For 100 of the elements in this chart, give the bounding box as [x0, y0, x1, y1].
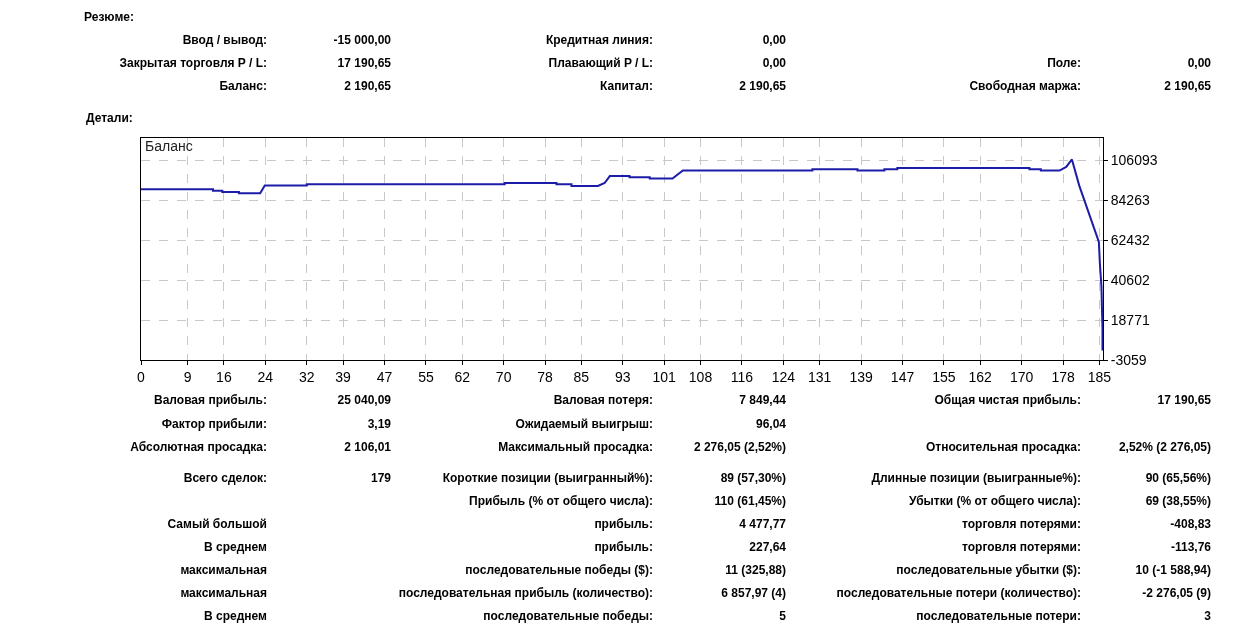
- text: Всего сделок:: [183, 471, 267, 485]
- text: торговля потерями:: [962, 517, 1081, 531]
- y-tick-label: 18771: [1110, 311, 1150, 328]
- text: -113,76: [1170, 540, 1211, 554]
- text: 3: [1204, 609, 1211, 623]
- x-tick-label: 55: [418, 368, 434, 385]
- text: Ввод / вывод:: [182, 33, 267, 47]
- text: 6 857,97 (4): [721, 586, 786, 600]
- text: Закрытая торговля P / L:: [119, 56, 267, 70]
- text: Свободная маржа:: [969, 79, 1081, 93]
- text: 10 (-1 588,94): [1135, 563, 1211, 577]
- text: Фактор прибыли:: [161, 417, 267, 431]
- text: Короткие позиции (выигранный%):: [442, 471, 653, 485]
- x-tick-label: 24: [257, 368, 274, 385]
- chart-subtitle: Детали:: [86, 111, 133, 125]
- text: последовательные потери:: [916, 609, 1081, 623]
- text: В среднем: [204, 609, 267, 623]
- x-tick-label: 47: [376, 368, 393, 385]
- text: последовательные убытки ($):: [896, 563, 1081, 577]
- text: 96,04: [755, 417, 786, 431]
- text: Ожидаемый выигрыш:: [515, 417, 653, 431]
- text: Валовая прибыль:: [154, 393, 267, 407]
- text: Валовая потеря:: [553, 393, 653, 407]
- x-tick-label: 162: [968, 368, 993, 385]
- x-tick-label: 108: [688, 368, 713, 385]
- text: Убытки (% от общего числа):: [908, 494, 1081, 508]
- y-tick-label: -3059: [1110, 351, 1147, 368]
- x-tick-label: 155: [932, 368, 956, 385]
- x-tick-label: 139: [849, 368, 873, 385]
- x-tick-label: 9: [183, 368, 192, 385]
- text: последовательная прибыль (количество):: [398, 586, 653, 600]
- text: 17 190,65: [337, 56, 391, 70]
- text: Абсолютная просадка:: [130, 440, 267, 454]
- text: 2 106,01: [344, 440, 391, 454]
- text: 2 276,05 (2,52%): [693, 440, 786, 454]
- text: Кредитная линия:: [545, 33, 653, 47]
- x-tick-label: 70: [495, 368, 512, 385]
- text: 0,00: [762, 56, 786, 70]
- text: 2 190,65: [1164, 79, 1211, 93]
- x-tick-label: 93: [614, 368, 631, 385]
- text: торговля потерями:: [962, 540, 1081, 554]
- text: Относительная просадка:: [925, 440, 1081, 454]
- text: максимальная: [180, 586, 267, 600]
- x-tick-label: 170: [1009, 368, 1034, 385]
- x-tick-label: 85: [573, 368, 590, 385]
- text: Максимальный просадка:: [498, 440, 653, 454]
- text: прибыль:: [594, 540, 653, 554]
- text: 179: [370, 471, 391, 485]
- text: Прибыль (% от общего числа):: [469, 494, 653, 508]
- text: Поле:: [1047, 56, 1081, 70]
- text: 0,00: [762, 33, 786, 47]
- x-tick-label: 78: [537, 368, 554, 385]
- y-tick-label: 40602: [1110, 272, 1150, 289]
- text: 17 190,65: [1157, 393, 1211, 407]
- chart-title: Баланс: [145, 137, 193, 154]
- text: 5: [779, 609, 786, 623]
- text: 89 (57,30%): [720, 471, 786, 485]
- x-tick-label: 32: [298, 368, 315, 385]
- text: последовательные победы:: [483, 609, 653, 623]
- x-tick-label: 39: [335, 368, 352, 385]
- x-tick-label: 116: [730, 368, 754, 385]
- x-tick-label: 147: [890, 368, 915, 385]
- x-tick-label: 131: [807, 368, 832, 385]
- x-tick-label: 16: [216, 368, 232, 385]
- text: 4 477,77: [739, 517, 786, 531]
- x-tick-label: 62: [454, 368, 471, 385]
- text: Самый большой: [167, 517, 267, 531]
- text: последовательные потери (количество):: [836, 586, 1081, 600]
- x-tick-label: 178: [1051, 368, 1075, 385]
- text: Резюме:: [84, 10, 134, 24]
- text: 25 040,09: [337, 393, 391, 407]
- text: В среднем: [204, 540, 267, 554]
- text: 7 849,44: [739, 393, 786, 407]
- text: 227,64: [749, 540, 786, 554]
- text: Плавающий P / L:: [548, 56, 653, 70]
- text: Капитал:: [600, 79, 653, 93]
- x-tick-label: 101: [652, 368, 677, 385]
- text: последовательные победы ($):: [465, 563, 653, 577]
- text: 0,00: [1187, 56, 1211, 70]
- y-tick-label: 106093: [1110, 152, 1158, 169]
- text: Общая чистая прибыль:: [934, 393, 1081, 407]
- y-tick-label: 62432: [1110, 232, 1150, 249]
- text: -15 000,00: [333, 33, 391, 47]
- x-tick-label: 0: [137, 368, 146, 385]
- text: 11 (325,88): [725, 563, 786, 577]
- text: Длинные позиции (выигранные%):: [871, 471, 1081, 485]
- text: 90 (65,56%): [1145, 471, 1211, 485]
- text: Баланс:: [219, 79, 267, 93]
- y-tick-label: 84263: [1110, 192, 1150, 209]
- x-tick-label: 185: [1087, 368, 1112, 385]
- text: 3,19: [367, 417, 391, 431]
- text: -2 276,05 (9): [1142, 586, 1211, 600]
- text: 2,52% (2 276,05): [1118, 440, 1211, 454]
- text: максимальная: [180, 563, 267, 577]
- line-series: [141, 158, 1103, 352]
- text: прибыль:: [594, 517, 653, 531]
- text: 69 (38,55%): [1145, 494, 1211, 508]
- text: 2 190,65: [344, 79, 391, 93]
- text: 110 (61,45%): [714, 494, 786, 508]
- text: 2 190,65: [739, 79, 786, 93]
